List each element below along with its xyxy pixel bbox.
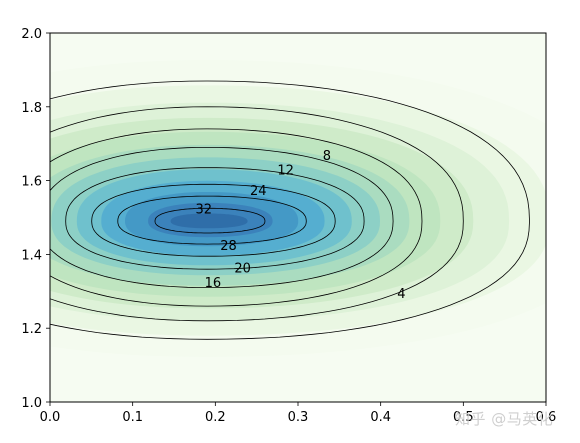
contour-lines: [50, 80, 530, 340]
x-tick-label: 0.5: [453, 410, 474, 425]
contour-line-8: [50, 106, 464, 322]
y-tick-label: 1.0: [21, 396, 42, 411]
x-tick-label: 0.1: [122, 410, 143, 425]
y-tick-label: 1.2: [21, 322, 42, 337]
y-tick-label: 2.0: [21, 27, 42, 42]
contour-fills: [50, 59, 546, 357]
x-tick-label: 0.6: [536, 410, 557, 425]
contour-line-4: [50, 80, 530, 340]
y-tick-label: 1.6: [21, 175, 42, 190]
contour-line-20: [65, 167, 365, 270]
x-tick-label: 0.4: [370, 410, 391, 425]
contour-label-28: 28: [220, 239, 237, 254]
contour-labels: 4 8 12 16 20 24 28 32: [195, 149, 405, 302]
contour-line-12: [50, 128, 423, 307]
contour-label-8: 8: [323, 149, 331, 164]
contour-line-24: [91, 183, 336, 257]
contour-line-32: [154, 207, 266, 234]
x-axis: 0.0 0.1 0.2 0.3 0.4 0.5 0.6: [40, 402, 557, 425]
y-axis: 1.0 1.2 1.4 1.6 1.8 2.0: [21, 27, 50, 411]
y-tick-label: 1.4: [21, 248, 42, 263]
x-tick-label: 0.0: [40, 410, 61, 425]
contour-label-16: 16: [205, 276, 222, 291]
contour-label-32: 32: [195, 202, 212, 217]
contour-label-20: 20: [234, 261, 251, 276]
watermark: 知乎 @马英化: [455, 410, 554, 428]
contour-fill-band: [170, 213, 248, 229]
x-tick-label: 0.2: [205, 410, 226, 425]
contour-label-12: 12: [277, 164, 294, 179]
contour-label-24: 24: [250, 184, 267, 199]
contour-label-4: 4: [397, 287, 405, 302]
contour-line-28: [117, 195, 307, 245]
y-tick-label: 1.8: [21, 101, 42, 116]
contour-line-16: [50, 146, 394, 289]
x-tick-label: 0.3: [288, 410, 309, 425]
